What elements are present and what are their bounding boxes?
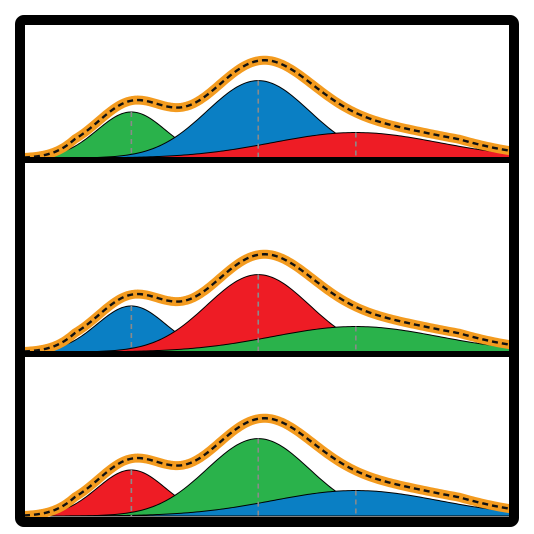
fit-dashed-line	[23, 253, 513, 353]
component-blue-area	[23, 490, 513, 517]
frame-group	[15, 15, 519, 527]
fit-dashed-line	[23, 59, 513, 159]
outer-frame	[15, 15, 519, 527]
fit-dashed-line	[23, 417, 513, 517]
panel-3	[19, 413, 517, 520]
